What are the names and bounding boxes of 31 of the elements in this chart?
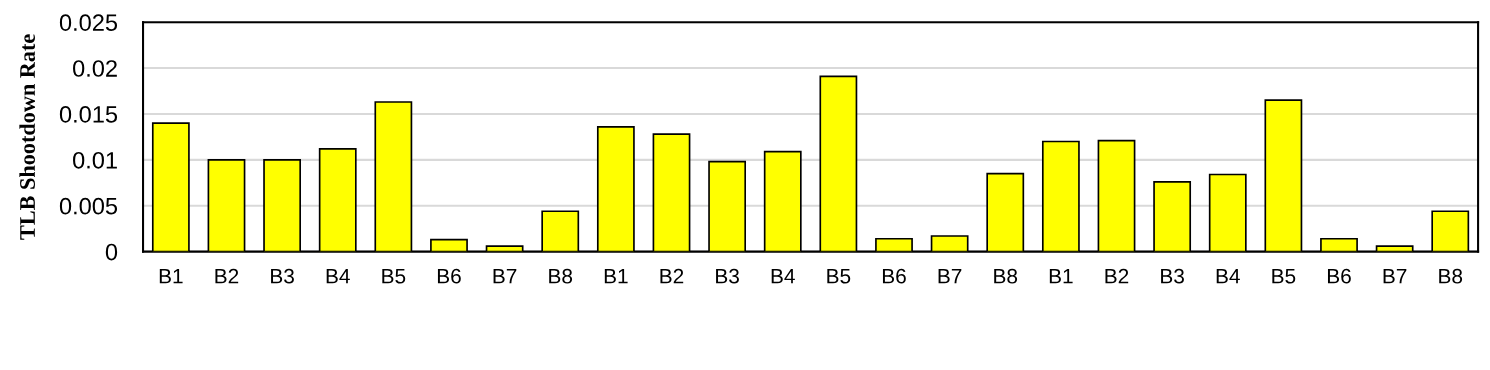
y-tick-label: 0.02 — [73, 60, 117, 77]
x-tick-label: B3 — [1161, 268, 1184, 284]
x-tick-label: B4 — [326, 269, 350, 284]
x-tick-label: B5 — [1272, 269, 1296, 284]
x-tick-label: B4 — [771, 269, 795, 284]
x-tick-label: B4 — [1216, 269, 1240, 284]
x-tick-label: B5 — [382, 269, 406, 284]
x-tick-label: B6 — [1327, 268, 1351, 284]
x-tick-label: B3 — [716, 268, 739, 284]
x-tick-label: B2 — [215, 268, 239, 284]
x-tick-label: B1 — [604, 269, 628, 284]
x-tick-label: B5 — [827, 269, 851, 284]
x-tick-label: B7 — [938, 269, 962, 284]
x-tick-label: B8 — [994, 268, 1018, 284]
y-tick-label: 0.005 — [59, 197, 118, 215]
y-tick-label: 0.015 — [59, 106, 118, 123]
x-tick-label: B1 — [159, 269, 183, 284]
x-tick-label: B7 — [1383, 269, 1407, 284]
x-tick-label: B7 — [493, 269, 517, 284]
x-tick-label: B3 — [271, 268, 294, 284]
x-tick-label: B1 — [1049, 269, 1073, 284]
y-tick-label: 0.025 — [59, 14, 118, 31]
x-tick-label: B8 — [1439, 268, 1463, 284]
x-tick-label: B2 — [660, 268, 684, 284]
y-tick-label: 0 — [105, 243, 118, 261]
y-axis-title: TLB Shootdown Rate — [19, 34, 35, 240]
x-tick-label: B6 — [437, 268, 461, 284]
x-tick-label: B8 — [549, 268, 573, 284]
x-tick-label: B2 — [1105, 268, 1129, 284]
y-tick-label: 0.01 — [73, 151, 117, 169]
x-tick-label: B6 — [882, 268, 906, 284]
